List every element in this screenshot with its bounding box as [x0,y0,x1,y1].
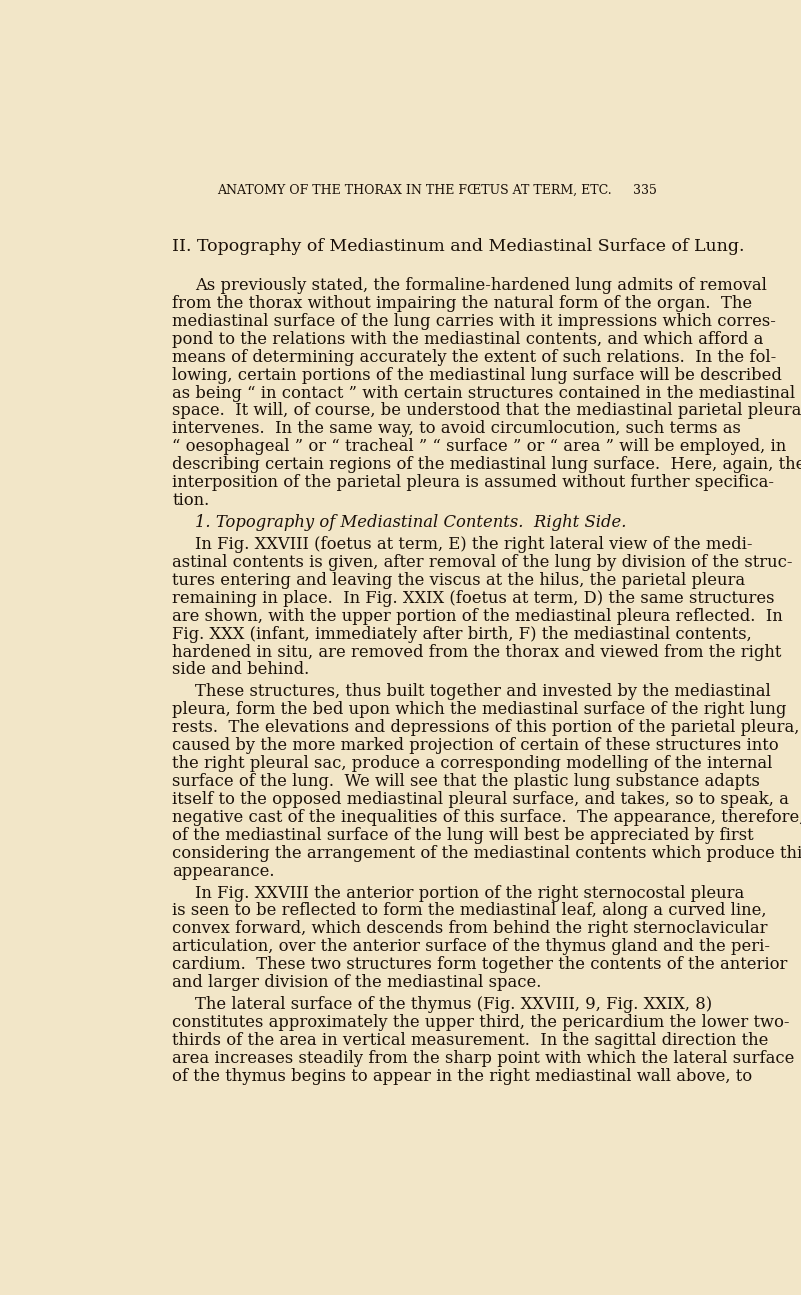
Text: intervenes.  In the same way, to avoid circumlocution, such terms as: intervenes. In the same way, to avoid ci… [172,421,741,438]
Text: In Fig. XXVIII the anterior portion of the right sternocostal pleura: In Fig. XXVIII the anterior portion of t… [195,884,745,901]
Text: 1. Topography of Mediastinal Contents.  Right Side.: 1. Topography of Mediastinal Contents. R… [195,514,627,531]
Text: thirds of the area in vertical measurement.  In the sagittal direction the: thirds of the area in vertical measureme… [172,1032,769,1049]
Text: tures entering and leaving the viscus at the hilus, the parietal pleura: tures entering and leaving the viscus at… [172,572,745,589]
Text: caused by the more marked projection of certain of these structures into: caused by the more marked projection of … [172,737,779,754]
Text: is seen to be reflected to form the mediastinal leaf, along a curved line,: is seen to be reflected to form the medi… [172,903,767,919]
Text: II. Topography of Mediastinum and Mediastinal Surface of Lung.: II. Topography of Mediastinum and Medias… [172,238,745,255]
Text: mediastinal surface of the lung carries with it impressions which corres-: mediastinal surface of the lung carries … [172,313,776,330]
Text: In Fig. XXVIII (foetus at term, ​E​) the right lateral view of the medi-: In Fig. XXVIII (foetus at term, ​E​) the… [195,536,753,553]
Text: negative cast of the inequalities of this surface.  The appearance, therefore,: negative cast of the inequalities of thi… [172,809,801,826]
Text: of the thymus begins to appear in the right mediastinal wall above, to: of the thymus begins to appear in the ri… [172,1068,752,1085]
Text: as being “ in contact ” with certain structures contained in the mediastinal: as being “ in contact ” with certain str… [172,385,795,401]
Text: astinal contents is given, after removal of the lung by division of the struc-: astinal contents is given, after removal… [172,554,793,571]
Text: area increases steadily from the sharp point with which the lateral surface: area increases steadily from the sharp p… [172,1050,795,1067]
Text: lowing, certain portions of the mediastinal lung surface will be described: lowing, certain portions of the mediasti… [172,366,782,383]
Text: ANATOMY OF THE THORAX IN THE FŒTUS AT TERM, ETC.: ANATOMY OF THE THORAX IN THE FŒTUS AT TE… [217,184,612,197]
Text: appearance.: appearance. [172,862,275,879]
Text: remaining in place.  In Fig. XXIX (foetus at term, ​D​) the same structures: remaining in place. In Fig. XXIX (foetus… [172,589,775,607]
Text: constitutes approximately the upper third, the pericardium the lower two-: constitutes approximately the upper thir… [172,1014,790,1031]
Text: hardened ​in situ​, are removed from the thorax and viewed from the right: hardened ​in situ​, are removed from the… [172,644,782,660]
Text: These structures, thus built together and invested by the mediastinal: These structures, thus built together an… [195,684,771,701]
Text: Fig. XXX (infant, immediately after birth, ​F​) the mediastinal contents,: Fig. XXX (infant, immediately after birt… [172,625,752,642]
Text: cardium.  These two structures form together the contents of the anterior: cardium. These two structures form toget… [172,956,787,974]
Text: considering the arrangement of the mediastinal contents which produce this: considering the arrangement of the media… [172,844,801,861]
Text: are shown, with the upper portion of the mediastinal pleura reflected.  In: are shown, with the upper portion of the… [172,607,783,624]
Text: side and behind.: side and behind. [172,662,309,679]
Text: and larger division of the mediastinal space.: and larger division of the mediastinal s… [172,974,541,991]
Text: As previously stated, the formaline-hardened lung admits of removal: As previously stated, the formaline-hard… [195,277,767,294]
Text: means of determining accurately the extent of such relations.  In the fol-: means of determining accurately the exte… [172,348,776,365]
Text: rests.  The elevations and depressions of this portion of the parietal pleura,: rests. The elevations and depressions of… [172,719,799,737]
Text: surface of the lung.  We will see that the plastic lung substance adapts: surface of the lung. We will see that th… [172,773,760,790]
Text: convex forward, which descends from behind the right sternoclavicular: convex forward, which descends from behi… [172,921,767,938]
Text: 335: 335 [634,184,658,197]
Text: itself to the opposed mediastinal pleural surface, and takes, so to speak, a: itself to the opposed mediastinal pleura… [172,791,789,808]
Text: pleura, form the bed upon which the mediastinal surface of the right lung: pleura, form the bed upon which the medi… [172,702,787,719]
Text: The lateral surface of the thymus (Fig. XXVIII, 9, Fig. XXIX, 8): The lateral surface of the thymus (Fig. … [195,996,713,1013]
Text: space.  It will, of course, be understood that the mediastinal parietal pleura: space. It will, of course, be understood… [172,403,801,420]
Text: the right pleural sac, produce a corresponding modelling of the internal: the right pleural sac, produce a corresp… [172,755,773,772]
Text: “ oesophageal ” or “ tracheal ” “ surface ” or “ area ” will be employed, in: “ oesophageal ” or “ tracheal ” “ surfac… [172,438,787,456]
Text: of the mediastinal surface of the lung will best be appreciated by first: of the mediastinal surface of the lung w… [172,826,754,844]
Text: tion.: tion. [172,492,209,509]
Text: describing certain regions of the mediastinal lung surface.  Here, again, the: describing certain regions of the medias… [172,456,801,473]
Text: articulation, over the anterior surface of the thymus gland and the peri-: articulation, over the anterior surface … [172,939,771,956]
Text: interposition of the parietal pleura is assumed without further specifica-: interposition of the parietal pleura is … [172,474,775,491]
Text: pond to the relations with the mediastinal contents, and which afford a: pond to the relations with the mediastin… [172,330,763,348]
Text: from the thorax without impairing the natural form of the organ.  The: from the thorax without impairing the na… [172,295,752,312]
